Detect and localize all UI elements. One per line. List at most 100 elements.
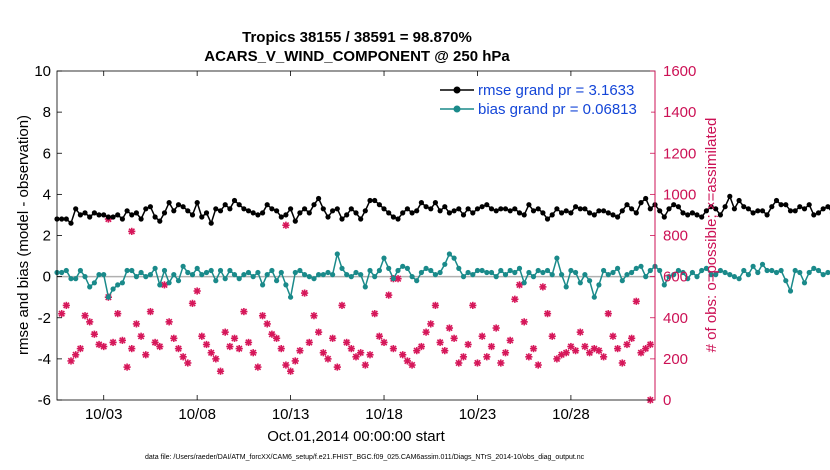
rmse-point [554, 206, 560, 212]
rmse-point [601, 208, 607, 214]
bias-point [736, 276, 742, 282]
rmse-point [699, 214, 705, 220]
obs-possible-marker [600, 353, 608, 361]
bias-point [87, 284, 93, 290]
rmse-point [400, 210, 406, 216]
obs-possible-marker [511, 295, 519, 303]
obs-possible-marker [286, 367, 295, 375]
obs-possible-marker [403, 357, 411, 365]
obs-possible-marker [539, 283, 547, 291]
bias-point [110, 286, 116, 292]
bias-point [717, 267, 724, 274]
obs-possible-marker [632, 297, 640, 305]
bias-point [484, 269, 490, 276]
obs-possible-marker [277, 344, 285, 353]
bias-point [685, 276, 691, 282]
obs-possible-marker [146, 307, 155, 316]
bias-point [129, 267, 135, 274]
rmse-point [143, 206, 149, 212]
rmse-point [250, 210, 256, 216]
bias-point [124, 267, 130, 274]
bias-point [769, 267, 775, 274]
rmse-point [278, 214, 284, 220]
obs-possible-marker [263, 320, 271, 328]
bias-point [778, 267, 784, 274]
obs-possible-marker [562, 349, 570, 357]
obs-possible-marker [216, 367, 225, 375]
bias-point [596, 282, 602, 288]
obs-possible-marker [333, 363, 341, 371]
obs-possible-marker [436, 338, 444, 347]
y2-tick-label: 400 [663, 310, 688, 327]
bias-point [59, 269, 65, 276]
y2-tick-label: 600 [663, 269, 688, 286]
bias-point [825, 269, 830, 276]
obs-possible-marker [132, 320, 141, 328]
rmse-point [745, 206, 752, 212]
rmse-point [596, 208, 602, 214]
bias-point [657, 267, 663, 274]
y-tick-label: -4 [38, 351, 51, 368]
bias-point [591, 294, 597, 300]
obs-possible-marker [478, 332, 486, 340]
rmse-point [456, 206, 462, 212]
rmse-point [615, 214, 621, 220]
rmse-point [77, 212, 83, 218]
rmse-point [180, 204, 186, 210]
rmse-point [241, 206, 247, 212]
bias-point [460, 274, 467, 280]
bias-point [792, 267, 798, 274]
rmse-point [339, 216, 345, 222]
bias-point [208, 267, 214, 274]
y-tick-label: 4 [43, 186, 51, 203]
y2-tick-label: 200 [663, 351, 688, 368]
obs-possible-marker [408, 361, 416, 369]
obs-possible-marker [198, 332, 206, 340]
bias-point [194, 265, 200, 271]
rmse-point [288, 206, 294, 212]
bias-point [334, 251, 340, 257]
obs-possible-marker [207, 349, 215, 357]
obs-possible-marker [338, 301, 346, 310]
rmse-point [587, 210, 593, 216]
obs-possible-marker [487, 342, 496, 351]
rmse-point [773, 197, 780, 204]
obs-possible-marker [571, 347, 580, 355]
rmse-point [736, 197, 742, 204]
legend-bias-marker [453, 105, 461, 113]
obs-possible-marker [473, 359, 482, 367]
rmse-point [227, 206, 233, 212]
rmse-point [63, 216, 69, 222]
y-tick-label: -2 [38, 310, 51, 327]
x-tick-label: 10/13 [272, 406, 310, 423]
bias-point [615, 265, 621, 271]
y-tick-label: 2 [43, 228, 51, 245]
rmse-point [175, 202, 182, 208]
obs-possible-marker [118, 336, 127, 344]
rmse-point [423, 204, 429, 210]
rmse-point [260, 210, 266, 216]
bias-point [601, 267, 607, 274]
bias-point [446, 251, 452, 257]
rmse-point [208, 220, 214, 226]
rmse-point [269, 206, 275, 212]
plot-area [57, 71, 655, 400]
obs-possible-marker [464, 340, 472, 349]
bias-point [348, 274, 354, 280]
bias-point [390, 276, 396, 282]
rmse-point [633, 210, 639, 216]
rmse-point [797, 204, 803, 210]
rmse-point [217, 208, 224, 214]
rmse-point [820, 206, 826, 212]
rmse-point [671, 202, 677, 208]
rmse-point [741, 204, 747, 210]
bias-point [316, 272, 322, 278]
bias-point [325, 269, 331, 276]
rmse-point [105, 214, 111, 220]
rmse-point [474, 206, 481, 212]
bias-point [474, 267, 481, 274]
x-tick-label: 10/28 [552, 406, 590, 423]
obs-possible-marker [422, 328, 430, 336]
rmse-point [395, 216, 401, 222]
x-axis-ticks: 10/03 10/08 10/13 10/18 10/23 10/28 [85, 71, 590, 423]
